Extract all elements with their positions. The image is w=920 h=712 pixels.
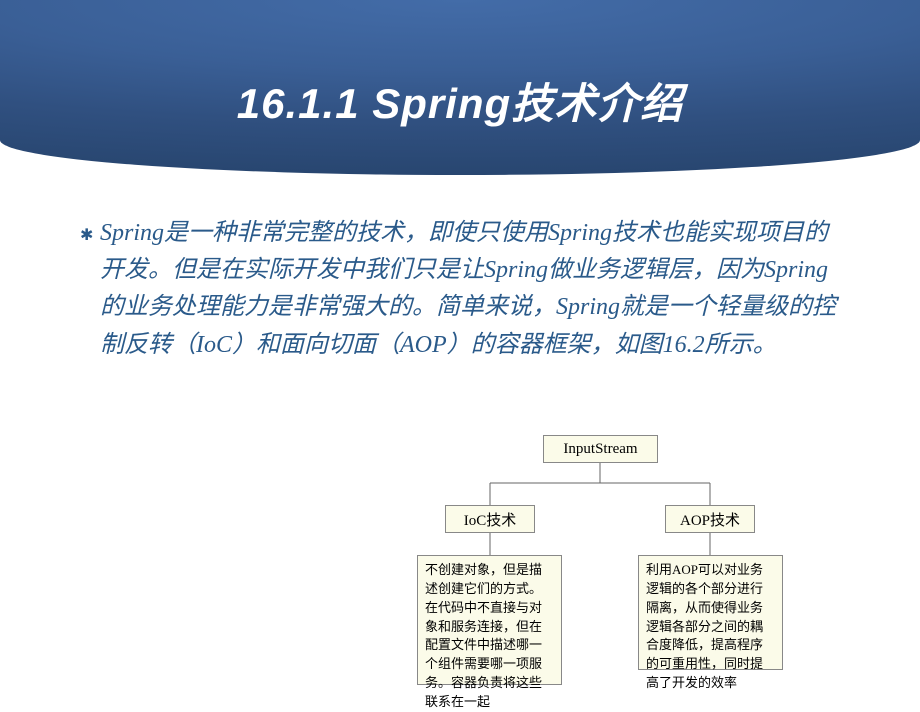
child-node-aop: AOP技术 <box>665 505 755 533</box>
child-node-ioc: IoC技术 <box>445 505 535 533</box>
content-area: ✱ Spring是一种非常完整的技术，即使只使用Spring技术也能实现项目的开… <box>100 215 840 364</box>
tree-diagram: InputStream IoC技术 AOP技术 不创建对象，但是描述创建它们的方… <box>365 435 835 685</box>
desc-node-aop: 利用AOP可以对业务逻辑的各个部分进行隔离，从而使得业务逻辑各部分之间的耦合度降… <box>638 555 783 670</box>
root-node: InputStream <box>543 435 658 463</box>
main-paragraph: Spring是一种非常完整的技术，即使只使用Spring技术也能实现项目的开发。… <box>100 215 840 364</box>
slide-title: 16.1.1 Spring技术介绍 <box>0 70 920 131</box>
bullet-icon: ✱ <box>80 225 93 245</box>
desc-node-ioc: 不创建对象，但是描述创建它们的方式。在代码中不直接与对象和服务连接，但在配置文件… <box>417 555 562 685</box>
